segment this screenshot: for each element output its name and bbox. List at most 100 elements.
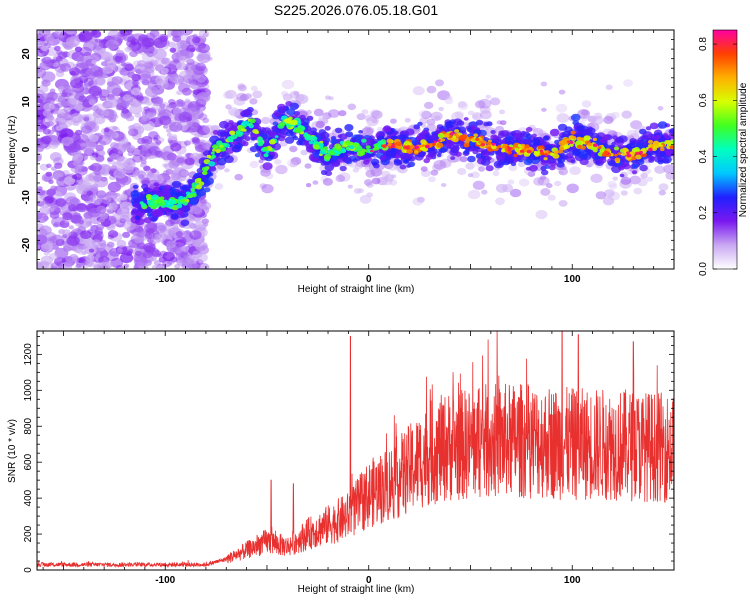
- heatmap-cell: [492, 170, 500, 177]
- heatmap-cell: [134, 250, 143, 257]
- heatmap-cell: [399, 134, 407, 141]
- heatmap-cell: [75, 263, 82, 268]
- heatmap-cell: [474, 100, 486, 109]
- heatmap-cell: [171, 74, 185, 85]
- heatmap-cell: [359, 194, 372, 204]
- heatmap-cell: [382, 126, 391, 133]
- heatmap-cell: [185, 255, 198, 265]
- heatmap-cell: [172, 35, 182, 43]
- heatmap-cell: [166, 240, 177, 249]
- heatmap-cell: [196, 125, 211, 136]
- heatmap-cell: [341, 148, 346, 152]
- heatmap-cell: [531, 127, 539, 133]
- heatmap-cell: [361, 148, 367, 153]
- heatmap-cell: [44, 195, 55, 204]
- heatmap-cell: [486, 141, 492, 146]
- heatmap-cell: [480, 142, 486, 147]
- heatmap-cell: [544, 154, 549, 157]
- heatmap-cell: [73, 246, 80, 252]
- colorbar-label: Normalized spectral amplitude: [738, 82, 749, 217]
- heatmap-cell: [554, 180, 562, 187]
- heatmap-cell: [84, 196, 94, 204]
- heatmap-cell: [171, 134, 178, 139]
- heatmap-cell: [244, 108, 252, 115]
- heatmap-cell: [174, 264, 181, 269]
- x-tick-label: 100: [564, 274, 581, 285]
- heatmap-cell: [187, 197, 197, 205]
- heatmap-cell: [192, 122, 200, 128]
- heatmap-cell: [633, 187, 643, 195]
- heatmap-cell: [169, 121, 183, 133]
- heatmap-cell: [84, 121, 96, 131]
- heatmap-cell: [192, 36, 201, 44]
- heatmap-cell: [520, 130, 526, 135]
- heatmap-cell: [195, 184, 202, 190]
- heatmap-cell: [159, 201, 166, 206]
- heatmap-cell: [132, 169, 146, 180]
- heatmap-cell: [134, 63, 147, 74]
- heatmap-cell: [539, 149, 544, 153]
- heatmap-cell: [110, 257, 124, 268]
- heatmap-cell: [212, 148, 216, 152]
- heatmap-cell: [219, 120, 229, 129]
- figure-title: S225.2026.076.05.18.G01: [274, 2, 438, 18]
- heatmap-cell: [424, 133, 432, 139]
- heatmap-cell: [282, 93, 293, 101]
- heatmap-cell: [175, 231, 184, 237]
- heatmap-cell: [436, 142, 444, 148]
- heatmap-cell: [498, 109, 506, 115]
- heatmap-cell: [146, 51, 154, 58]
- heatmap-cell: [338, 110, 347, 117]
- heatmap-cell: [194, 141, 207, 151]
- heatmap-cell: [283, 118, 291, 124]
- y-tick-label: 1000: [23, 379, 34, 402]
- heatmap-cell: [201, 170, 208, 176]
- heatmap-cell: [55, 198, 67, 207]
- heatmap-cell: [142, 250, 153, 259]
- heatmap-cell: [88, 98, 96, 105]
- heatmap-cell: [491, 142, 496, 146]
- heatmap-cell: [212, 144, 219, 150]
- heatmap-cell: [629, 138, 637, 144]
- heatmap-cell: [197, 53, 211, 64]
- heatmap-cell: [390, 118, 397, 124]
- heatmap-cell: [122, 231, 131, 238]
- heatmap-cell: [441, 140, 447, 145]
- heatmap-cell: [135, 215, 141, 220]
- heatmap-cell: [525, 127, 533, 132]
- heatmap-cell: [175, 247, 183, 254]
- heatmap-cell: [183, 196, 188, 200]
- heatmap-cell: [93, 42, 104, 51]
- heatmap-cell: [37, 43, 43, 50]
- heatmap-cell: [99, 95, 107, 102]
- heatmap-cell: [51, 234, 64, 244]
- heatmap-cell: [50, 153, 61, 162]
- heatmap-cell: [55, 125, 63, 131]
- heatmap-cell: [471, 137, 475, 141]
- heatmap-cell: [540, 81, 548, 87]
- heatmap-cell: [366, 182, 374, 188]
- heatmap-cell: [417, 151, 426, 158]
- heatmap-cell: [42, 128, 51, 135]
- heatmap-cell: [65, 196, 79, 207]
- heatmap-cell: [141, 183, 149, 190]
- heatmap-cell: [356, 146, 363, 151]
- heatmap-cell: [271, 125, 277, 131]
- heatmap-cell: [610, 161, 617, 167]
- heatmap-cell: [647, 144, 652, 148]
- heatmap-cell: [328, 150, 335, 156]
- heatmap-cell: [249, 118, 256, 124]
- heatmap-cell: [245, 93, 253, 99]
- heatmap-cell: [569, 166, 581, 176]
- heatmap-cell: [146, 208, 153, 213]
- heatmap-cell: [91, 152, 99, 158]
- heatmap-cell: [269, 150, 275, 156]
- heatmap-cell: [89, 155, 97, 161]
- x-tick-label: -100: [155, 575, 175, 586]
- heatmap-cell: [88, 207, 101, 218]
- heatmap-cell: [595, 191, 607, 200]
- colorbar-ticks: 0.0 0.2 0.4 0.6 0.8: [698, 37, 737, 276]
